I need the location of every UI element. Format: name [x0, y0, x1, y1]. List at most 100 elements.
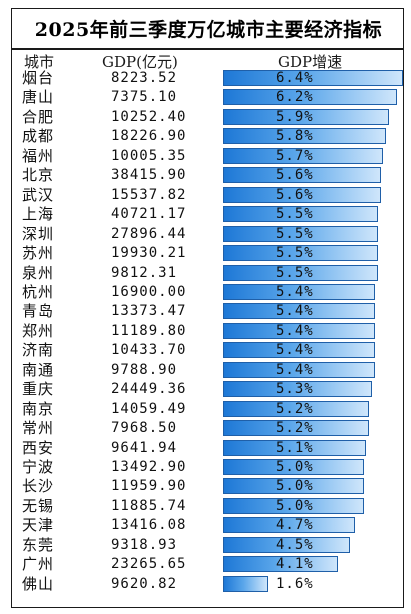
growth-bar [223, 439, 367, 456]
growth-label: 5.5% [276, 245, 314, 262]
gdp-value: 9318.93 [111, 536, 178, 553]
gdp-value: 11885.74 [111, 497, 187, 514]
growth-bar [223, 400, 370, 417]
gdp-value: 27896.44 [111, 225, 187, 242]
city-label: 北京 [22, 166, 55, 185]
gdp-value: 13492.90 [111, 459, 187, 475]
growth-label: 4.5% [276, 536, 314, 553]
growth-label: 5.9% [276, 108, 314, 125]
growth-label: 5.0% [276, 478, 314, 495]
growth-bar [223, 478, 364, 495]
growth-label: 5.3% [276, 381, 314, 398]
growth-label: 5.5% [276, 225, 314, 242]
growth-bar [223, 245, 378, 262]
gdp-value: 9788.90 [111, 361, 178, 378]
growth-label: 5.8% [276, 128, 314, 145]
growth-label: 6.4% [276, 70, 314, 86]
growth-bar [223, 167, 381, 184]
growth-bar [223, 322, 375, 339]
gdp-value: 10005.35 [111, 147, 187, 164]
growth-label: 5.4% [276, 342, 314, 359]
gdp-value: 18226.90 [111, 128, 187, 145]
city-label: 广州 [22, 555, 55, 574]
city-label: 唐山 [22, 88, 55, 107]
growth-bar [223, 497, 364, 514]
gdp-value: 13373.47 [111, 303, 187, 320]
gdp-value: 7375.10 [111, 89, 178, 106]
growth-bar [223, 89, 398, 106]
gdp-value: 10252.40 [111, 108, 187, 125]
growth-bar [223, 517, 356, 534]
gdp-value: 40721.17 [111, 206, 187, 223]
city-label: 青岛 [22, 302, 55, 321]
growth-label: 6.2% [276, 89, 314, 106]
city-label: 苏州 [22, 244, 55, 263]
growth-label: 5.4% [276, 303, 314, 320]
growth-bar [223, 361, 375, 378]
growth-bar [223, 381, 373, 398]
city-label: 泉州 [22, 263, 55, 282]
gdp-value: 11959.90 [111, 478, 187, 495]
growth-label: 5.5% [276, 206, 314, 223]
title-divider [12, 48, 403, 50]
city-label: 长沙 [22, 477, 55, 496]
city-label: 南通 [22, 360, 55, 379]
growth-label: 5.7% [276, 147, 314, 164]
city-label: 佛山 [22, 574, 55, 593]
growth-label: 5.0% [276, 497, 314, 514]
city-label: 武汉 [22, 185, 55, 204]
gdp-value: 9620.82 [111, 575, 178, 592]
city-label: 南京 [22, 399, 55, 418]
gdp-value: 19930.21 [111, 245, 187, 262]
city-label: 西安 [22, 438, 55, 457]
growth-bar [223, 536, 350, 553]
gdp-value: 15537.82 [111, 186, 187, 203]
growth-bar [223, 206, 378, 223]
gdp-value: 11189.80 [111, 322, 187, 339]
growth-bar [223, 459, 364, 475]
chart-rows: 烟台 8223.52 6.4% 唐山 7375.10 6.2% 合肥 10252.40 5.9%… [12, 9, 405, 609]
growth-bar [223, 420, 370, 437]
city-label: 郑州 [22, 321, 55, 340]
growth-label: 4.1% [276, 556, 314, 573]
growth-bar [223, 264, 378, 281]
growth-bar [223, 225, 378, 242]
city-label: 深圳 [22, 224, 55, 243]
growth-bar [223, 147, 384, 164]
gdp-value: 9641.94 [111, 439, 178, 456]
gdp-value: 24449.36 [111, 381, 187, 398]
growth-label: 1.6% [276, 575, 314, 592]
gdp-value: 14059.49 [111, 400, 187, 417]
column-header-growth: GDP增速 [278, 53, 343, 71]
growth-bar [223, 70, 403, 86]
chart-title: 2025年前三季度万亿城市主要经济指标 [34, 19, 383, 41]
growth-label: 5.2% [276, 400, 314, 417]
gdp-value: 9812.31 [111, 264, 178, 281]
city-label: 福州 [22, 146, 55, 165]
growth-bar [223, 283, 375, 300]
growth-label: 5.5% [276, 264, 314, 281]
gdp-value: 10433.70 [111, 342, 187, 359]
city-label: 济南 [22, 341, 55, 360]
growth-label: 5.2% [276, 420, 314, 437]
growth-label: 5.4% [276, 322, 314, 339]
growth-label: 5.4% [276, 361, 314, 378]
growth-label: 5.6% [276, 186, 314, 203]
city-label: 杭州 [22, 282, 55, 301]
growth-label: 5.6% [276, 167, 314, 184]
city-label: 上海 [22, 205, 55, 224]
growth-bar [223, 303, 375, 320]
growth-label: 5.1% [276, 439, 314, 456]
gdp-value: 7968.50 [111, 420, 178, 437]
growth-label: 5.4% [276, 283, 314, 300]
gdp-value: 16900.00 [111, 283, 187, 300]
column-header-city: 城市 [24, 53, 55, 71]
growth-bar [223, 556, 339, 573]
growth-bar [223, 108, 389, 125]
chart-frame: 2025年前三季度万亿城市主要经济指标 城市 GDP(亿元) GDP增速 烟台 8… [11, 8, 404, 608]
growth-bar [223, 342, 375, 359]
city-label: 宁波 [22, 458, 55, 476]
city-label: 天津 [22, 516, 55, 535]
column-header-gdp: GDP(亿元) [102, 53, 178, 71]
city-label: 烟台 [22, 69, 55, 87]
